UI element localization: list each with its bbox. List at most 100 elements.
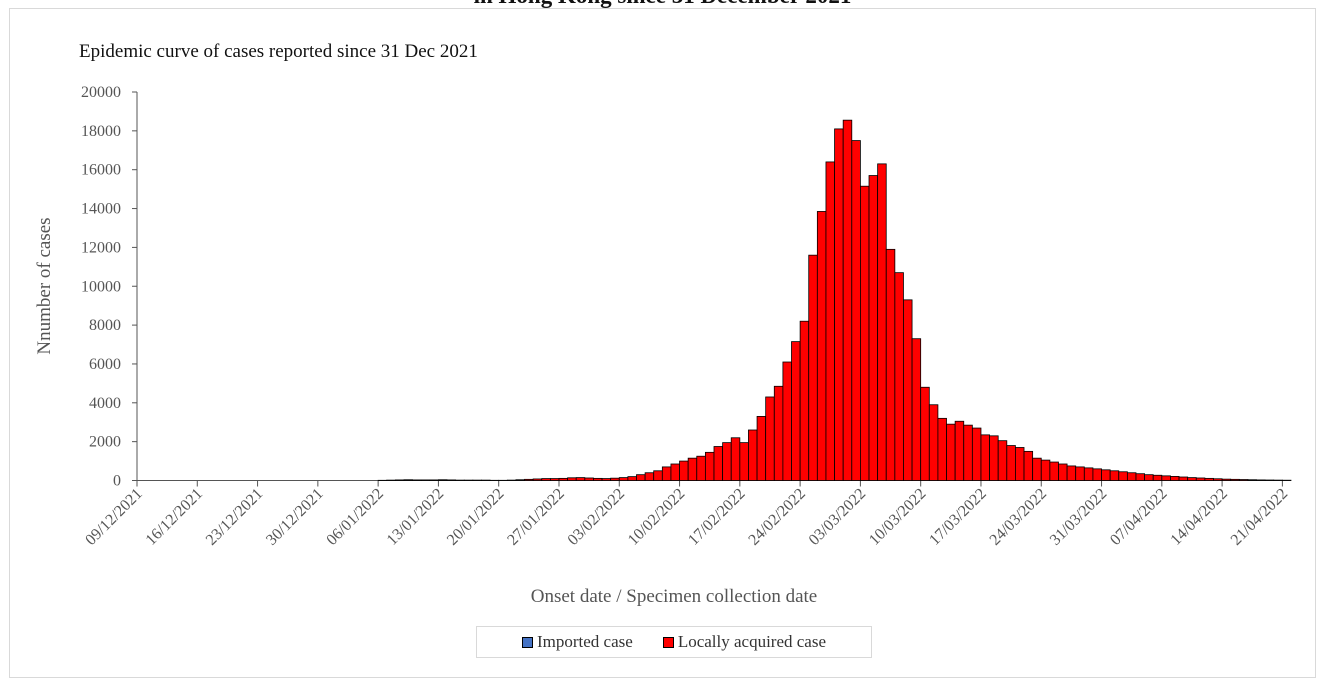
- bar-local: [446, 479, 457, 481]
- bar-local: [868, 175, 879, 481]
- bar-local: [575, 477, 586, 481]
- bar-local: [1230, 478, 1240, 481]
- x-tick-label: 14/04/2022: [1167, 485, 1231, 549]
- bar-local: [610, 477, 620, 481]
- x-tick-label: 03/02/2022: [565, 485, 629, 549]
- bar-local: [593, 477, 603, 481]
- bar-local: [618, 477, 629, 481]
- bar-local: [877, 163, 887, 481]
- bar-local: [1083, 467, 1094, 481]
- bar-local: [679, 460, 689, 481]
- y-tick-label: 8000: [89, 317, 121, 334]
- bar-local: [885, 248, 896, 481]
- x-axis-label: Onset date / Specimen collection date: [531, 586, 817, 607]
- bar-local: [1066, 465, 1077, 481]
- bar-local: [1075, 466, 1085, 481]
- bar-local: [1109, 470, 1120, 481]
- x-tick-label: 20/01/2022: [444, 485, 508, 549]
- y-tick-label: 18000: [81, 123, 121, 140]
- legend-swatch-local: [662, 636, 674, 648]
- bar-local: [1221, 478, 1232, 481]
- bar-local: [1178, 476, 1189, 481]
- bar-local: [730, 437, 741, 481]
- bar-local: [808, 254, 818, 481]
- bar-local: [567, 477, 577, 481]
- bar-local: [997, 440, 1008, 481]
- bar-local: [1126, 472, 1137, 481]
- bar-local: [816, 211, 827, 481]
- bar-local: [1204, 477, 1214, 481]
- x-tick-label: 07/04/2022: [1107, 485, 1171, 549]
- bar-local: [756, 415, 767, 481]
- y-tick-label: 12000: [81, 239, 121, 256]
- bar-local: [739, 442, 749, 481]
- bar-local: [1135, 473, 1145, 481]
- bar-local: [773, 385, 784, 481]
- bar-local: [1006, 445, 1016, 481]
- bar-local: [928, 404, 939, 481]
- x-tick-label: 06/01/2022: [323, 485, 387, 549]
- bar-local: [627, 476, 637, 481]
- legend-item-local: Locally acquired case: [662, 632, 827, 652]
- x-tick-label: 24/02/2022: [745, 485, 809, 549]
- bar-local: [1040, 459, 1051, 481]
- bar-local: [438, 479, 448, 481]
- y-tick-label: 6000: [89, 356, 121, 373]
- bar-local: [954, 420, 965, 481]
- x-tick-label: 10/03/2022: [866, 485, 930, 549]
- y-tick-label: 0: [113, 473, 121, 490]
- legend-item-imported: Imported case: [521, 632, 633, 652]
- heading-clip: in Hong Kong since 31 December 2021: [0, 0, 1325, 10]
- x-tick-label: 30/12/2021: [263, 485, 327, 549]
- x-axis: 09/12/202116/12/202123/12/202130/12/2021…: [82, 480, 1291, 549]
- bar-local: [894, 272, 904, 481]
- bar-local: [558, 477, 568, 481]
- bar-local: [541, 478, 551, 481]
- y-tick-label: 14000: [81, 201, 121, 218]
- bar-local: [1195, 477, 1206, 481]
- bar-local: [1152, 474, 1163, 481]
- bar-local: [971, 427, 982, 481]
- x-tick-label: 17/03/2022: [926, 485, 990, 549]
- bar-local: [1101, 469, 1111, 481]
- y-tick-label: 20000: [81, 84, 121, 101]
- x-tick-label: 27/01/2022: [504, 485, 568, 549]
- bar-local: [1118, 471, 1128, 481]
- bar-local: [661, 466, 672, 481]
- bar-local: [1187, 477, 1197, 481]
- page-heading: in Hong Kong since 31 December 2021: [0, 0, 1325, 9]
- bar-local: [765, 396, 775, 481]
- bar-local: [963, 424, 973, 481]
- bar-local: [825, 161, 835, 481]
- x-tick-label: 31/03/2022: [1047, 485, 1111, 549]
- bar-local: [549, 478, 560, 481]
- bar-local: [1247, 479, 1257, 481]
- bar-local: [1058, 463, 1068, 481]
- bar-local: [653, 470, 663, 481]
- x-tick-label: 16/12/2021: [143, 485, 207, 549]
- bar-local: [911, 338, 922, 481]
- bar-local: [782, 361, 792, 481]
- bar-local: [1023, 450, 1034, 481]
- bar-local: [1161, 475, 1171, 481]
- bar-local: [1049, 461, 1059, 481]
- x-tick-label: 09/12/2021: [82, 485, 146, 549]
- bar-local: [748, 429, 758, 481]
- bar-local: [532, 478, 543, 481]
- bar-local: [1256, 479, 1266, 481]
- bar-local: [1015, 447, 1025, 481]
- bar-local: [713, 446, 724, 481]
- bar-local: [1238, 479, 1249, 481]
- y-axis-label: Nnumber of cases: [34, 217, 55, 354]
- x-tick-label: 13/01/2022: [384, 485, 448, 549]
- bars: [377, 119, 1292, 481]
- bar-local: [1032, 457, 1042, 481]
- bar-local: [980, 434, 990, 481]
- bar-local: [1170, 476, 1180, 481]
- bar-local: [515, 479, 525, 481]
- bar-local: [420, 479, 431, 481]
- bar-local: [412, 479, 422, 481]
- bar-local: [696, 455, 706, 481]
- x-tick-label: 17/02/2022: [685, 485, 749, 549]
- legend-label-local: Locally acquired case: [677, 632, 827, 651]
